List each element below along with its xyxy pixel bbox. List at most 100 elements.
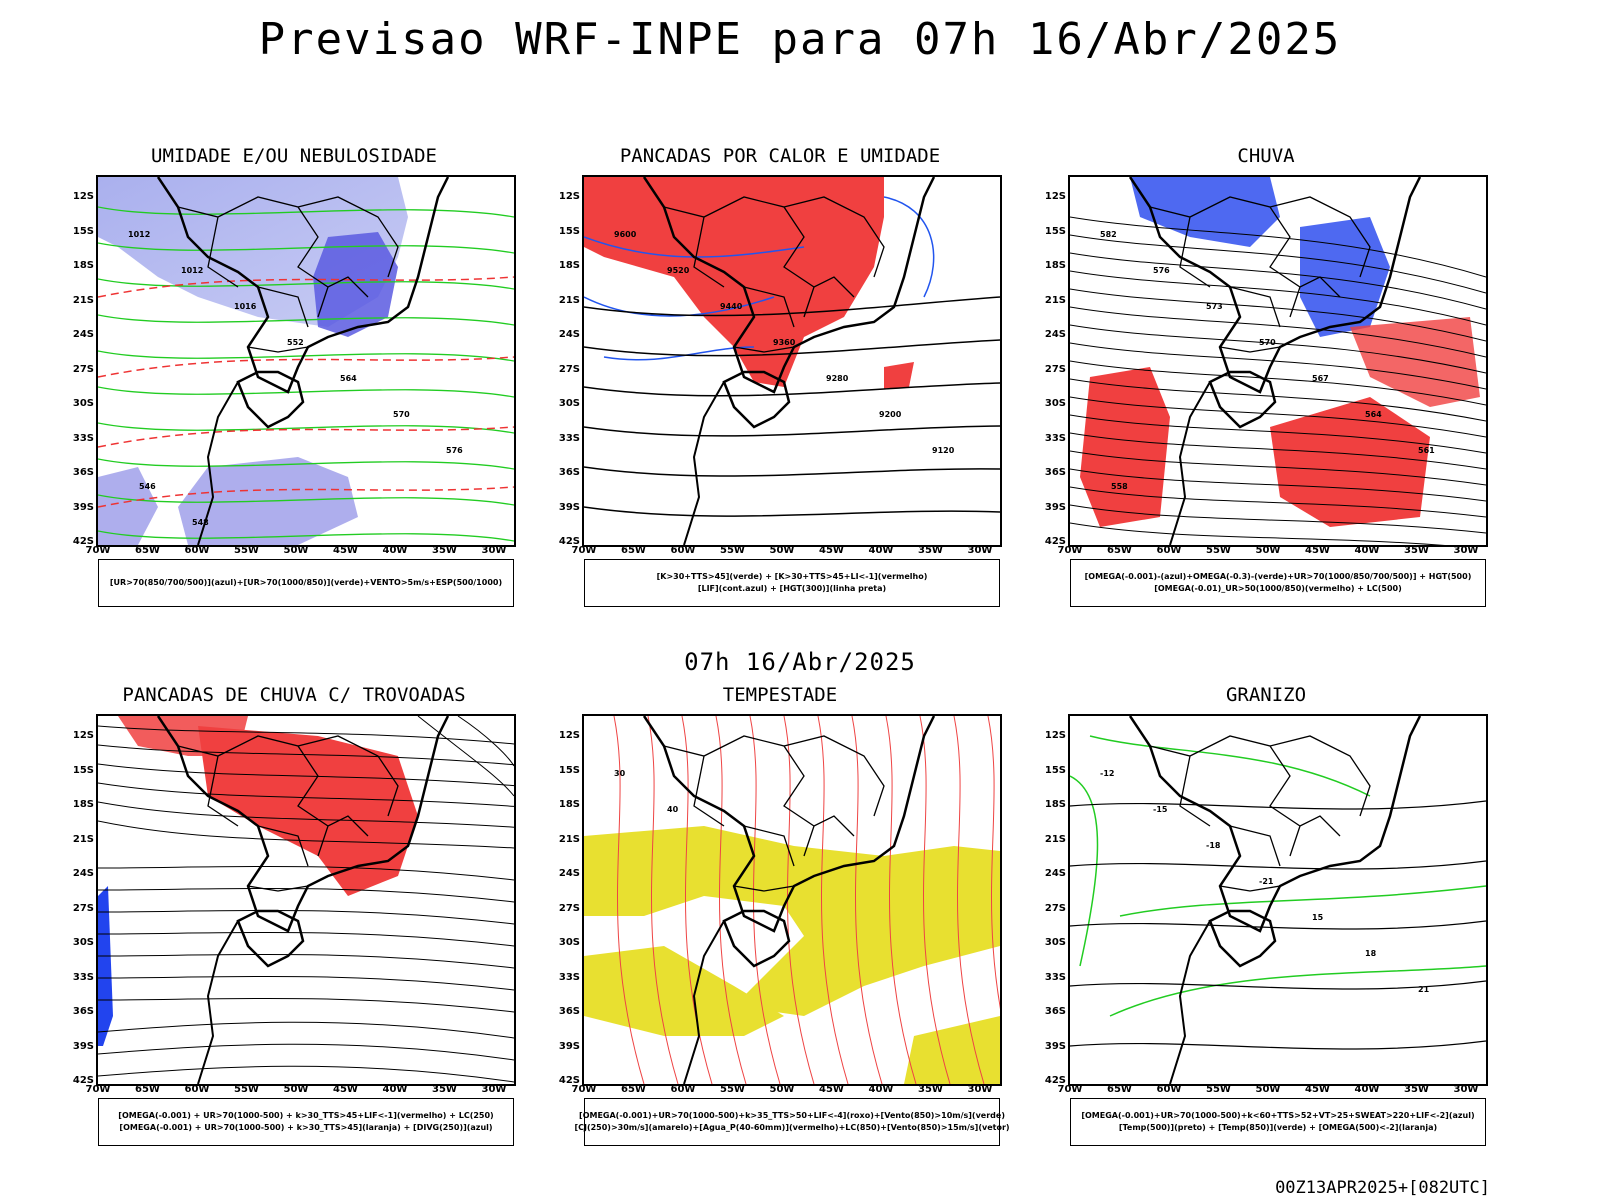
latitude-label: 36S [72, 467, 94, 478]
hgt-contour [1070, 270, 1486, 326]
latitude-label: 39S [72, 501, 94, 513]
latitude-label: 33S [72, 971, 94, 983]
streamline-850 [715, 716, 747, 1084]
longitude-label: 55W [720, 545, 745, 556]
panel-umidade: UMIDADE E/OU NEBULOSIDADE 1012 1012 1016 55… [54, 145, 534, 615]
coastline-argentina [683, 381, 725, 545]
streamline-850 [647, 716, 679, 1084]
latitude-label: 33S [558, 971, 580, 983]
contour-lines [98, 716, 514, 1083]
contour-label: 1012 [128, 230, 150, 239]
latitude-label: 27S [558, 363, 580, 375]
temp500-contour [1070, 860, 1486, 870]
streamline-850 [885, 716, 917, 1084]
latitude-label: 15S [1044, 225, 1066, 237]
longitude-label: 35W [1404, 545, 1429, 556]
latitude-label: 18S [1044, 799, 1066, 810]
streamline [98, 1065, 514, 1083]
latitude-label: 18S [558, 799, 580, 810]
longitude-label: 45W [819, 545, 844, 556]
latitude-label: 42S [72, 1075, 94, 1086]
longitude-label: 70W [571, 545, 597, 556]
longitude-label: 60W [1156, 545, 1182, 556]
contour-label: 573 [1206, 302, 1223, 311]
streamline [98, 865, 514, 881]
hgt-contour [1070, 288, 1486, 342]
legend-line: [OMEGA(-0.001)-(azul)+OMEGA(-0.3)-(verde… [1084, 572, 1472, 581]
longitude-label: 40W [382, 1084, 408, 1095]
longitude-label: 70W [1057, 1084, 1083, 1095]
panel-pancadas-calor: PANCADAS POR CALOR E UMIDADE 9600 9520 944… [540, 145, 1020, 615]
latitude-label: 30S [72, 398, 94, 409]
latitude-label: 27S [72, 902, 94, 914]
temp500-contour [1070, 920, 1486, 930]
instability-area-se [884, 362, 914, 389]
panel-title: UMIDADE E/OU NEBULOSIDADE [151, 145, 437, 167]
map-pancadas-calor: 9600 9520 9440 9360 9280 9200 9120 [582, 175, 1002, 547]
longitude-label: 30W [481, 545, 507, 556]
humidity-contour [98, 206, 514, 218]
coastline [1128, 716, 1422, 933]
longitude-label: 45W [819, 1084, 844, 1095]
panel-title: CHUVA [1237, 145, 1295, 167]
coastline-south [1208, 909, 1277, 968]
latitude-label: 15S [558, 225, 580, 237]
longitude-label: 30W [967, 1084, 993, 1095]
longitude-label: 60W [670, 545, 696, 556]
latitude-label: 42S [72, 536, 94, 547]
longitude-label: 70W [85, 545, 111, 556]
streamline-850 [749, 716, 781, 1084]
hgt-contour [1070, 468, 1486, 502]
hgt-contour [1070, 342, 1486, 390]
hgt-contour [584, 339, 1000, 357]
latitude-label: 42S [558, 536, 580, 547]
longitude-label: 35W [918, 1084, 943, 1095]
legend-line: [Temp(500)](preto) + [Temp(850)](verde) … [1118, 1123, 1438, 1132]
latitude-label: 36S [1044, 1006, 1066, 1017]
contour-label: 40 [667, 805, 679, 814]
streamline [98, 763, 514, 787]
state-borders [663, 196, 885, 353]
longitude-label: 55W [234, 545, 259, 556]
latitude-label: 24S [72, 868, 94, 879]
longitude-label: 40W [1354, 545, 1380, 556]
latitude-label: 18S [72, 799, 94, 810]
state-borders [1149, 196, 1371, 353]
panel-legend: [OMEGA(-0.001) + UR>70(1000-500) + k>30_… [98, 1098, 514, 1146]
streamline-850 [783, 716, 815, 1084]
panel-title: PANCADAS DE CHUVA C/ TROVOADAS [122, 684, 466, 706]
longitude-label: 30W [481, 1084, 507, 1095]
coastline-argentina [1169, 381, 1211, 545]
contour-label: 552 [287, 338, 304, 347]
legend-line: [UR>70(850/700/500)](azul)+[UR>70(1000/8… [109, 578, 503, 587]
hgt-contour [1070, 504, 1486, 534]
streamline [98, 801, 514, 828]
coastline-argentina [197, 920, 239, 1084]
instability-area-main [584, 177, 884, 387]
latitude-label: 39S [72, 1040, 94, 1052]
latitude-label: 12S [1044, 191, 1066, 202]
contour-label: 570 [1259, 338, 1276, 347]
latitude-label: 27S [1044, 363, 1066, 375]
temp500-contour [1070, 980, 1486, 990]
longitude-label: 65W [621, 1084, 646, 1095]
latitude-label: 33S [1044, 432, 1066, 444]
latitude-label: 27S [558, 902, 580, 914]
coastline-south [236, 909, 305, 968]
longitude-label: 45W [333, 545, 358, 556]
latitude-label: 36S [1044, 467, 1066, 478]
latitude-label: 12S [72, 191, 94, 202]
longitude-label: 70W [85, 1084, 111, 1095]
jet-area-upper [584, 826, 1000, 1016]
contour-label: 564 [1365, 410, 1382, 419]
humidity-contour [98, 458, 514, 470]
hgt-contour [584, 425, 1000, 437]
streamline-850 [613, 716, 645, 1084]
latitude-label: 21S [558, 294, 580, 306]
hgt-contour [584, 466, 1000, 477]
latitude-label: 36S [558, 467, 580, 478]
contour-label: 9600 [614, 230, 637, 239]
latitude-label: 39S [1044, 501, 1066, 513]
latitude-label: 30S [558, 398, 580, 409]
coastline-south [722, 370, 791, 429]
